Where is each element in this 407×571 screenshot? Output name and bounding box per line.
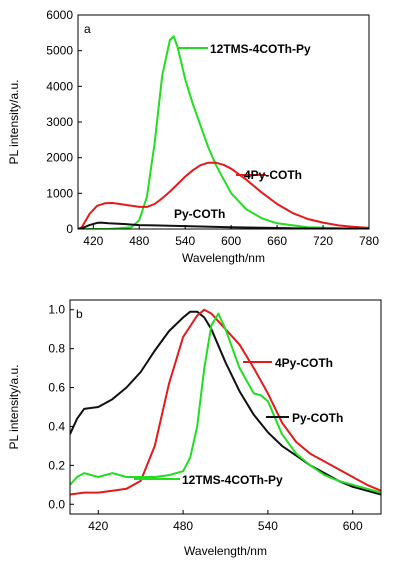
x-tick-label: 660 bbox=[267, 234, 287, 248]
series-annotation: 12TMS-4COTh-Py bbox=[182, 473, 283, 487]
panel-label: a bbox=[84, 22, 91, 36]
x-tick-label: 780 bbox=[359, 234, 379, 248]
series-annotation: Py-COTh bbox=[292, 411, 343, 425]
y-tick-label: 1.0 bbox=[48, 303, 65, 317]
y-tick-label: 6000 bbox=[46, 8, 73, 22]
x-tick-label: 540 bbox=[175, 234, 195, 248]
x-axis-label: Wavelength/nm bbox=[184, 544, 267, 558]
x-tick-label: 720 bbox=[313, 234, 333, 248]
y-tick-label: 0.2 bbox=[48, 458, 65, 472]
y-axis-label: PL intensity/a.u. bbox=[7, 365, 21, 450]
y-tick-label: 0.6 bbox=[48, 381, 65, 395]
x-tick-label: 600 bbox=[343, 519, 363, 533]
y-tick-label: 0.8 bbox=[48, 342, 65, 356]
series-line-12tms-4coth-py bbox=[70, 312, 381, 494]
plot-frame bbox=[69, 299, 382, 515]
panel-label: b bbox=[76, 307, 83, 321]
series-annotation: 4Py-COTh bbox=[244, 168, 302, 182]
series-line-12tms-4coth-py bbox=[78, 35, 369, 229]
y-tick-label: 0 bbox=[66, 222, 73, 236]
x-tick-label: 540 bbox=[258, 519, 278, 533]
series-annotation: 12TMS-4COTh-Py bbox=[210, 42, 311, 56]
x-tick-label: 480 bbox=[173, 519, 193, 533]
x-tick-label: 600 bbox=[221, 234, 241, 248]
series-annotation: Py-COTh bbox=[174, 207, 225, 221]
series-line-py-coth bbox=[70, 310, 381, 496]
series-line-4py-coth bbox=[78, 161, 369, 229]
x-tick-label: 480 bbox=[129, 234, 149, 248]
x-tick-label: 420 bbox=[83, 234, 103, 248]
y-tick-label: 3000 bbox=[46, 115, 73, 129]
x-axis-label: Wavelength/nm bbox=[182, 251, 265, 265]
series-line-py-coth bbox=[78, 221, 369, 229]
y-tick-label: 5000 bbox=[46, 44, 73, 58]
y-tick-label: 4000 bbox=[46, 79, 73, 93]
series-annotation: 4Py-COTh bbox=[275, 356, 333, 370]
y-tick-label: 2000 bbox=[46, 151, 73, 165]
y-axis-label: PL intensity/a.u. bbox=[7, 80, 21, 165]
chart-panel-a: 420 480 540 600 660 720 780 0 1000 2000 3000 4000 50… bbox=[7, 8, 379, 265]
series-line-4py-coth bbox=[70, 308, 381, 496]
y-tick-label: 1000 bbox=[46, 186, 73, 200]
chart-panel-b: 420 480 540 600 0.0 0.2 0.4 0.6 0.8 1.0 Wavelength… bbox=[7, 299, 382, 558]
y-tick-label: 0.0 bbox=[48, 497, 65, 511]
x-tick-label: 420 bbox=[88, 519, 108, 533]
y-tick-label: 0.4 bbox=[48, 419, 65, 433]
